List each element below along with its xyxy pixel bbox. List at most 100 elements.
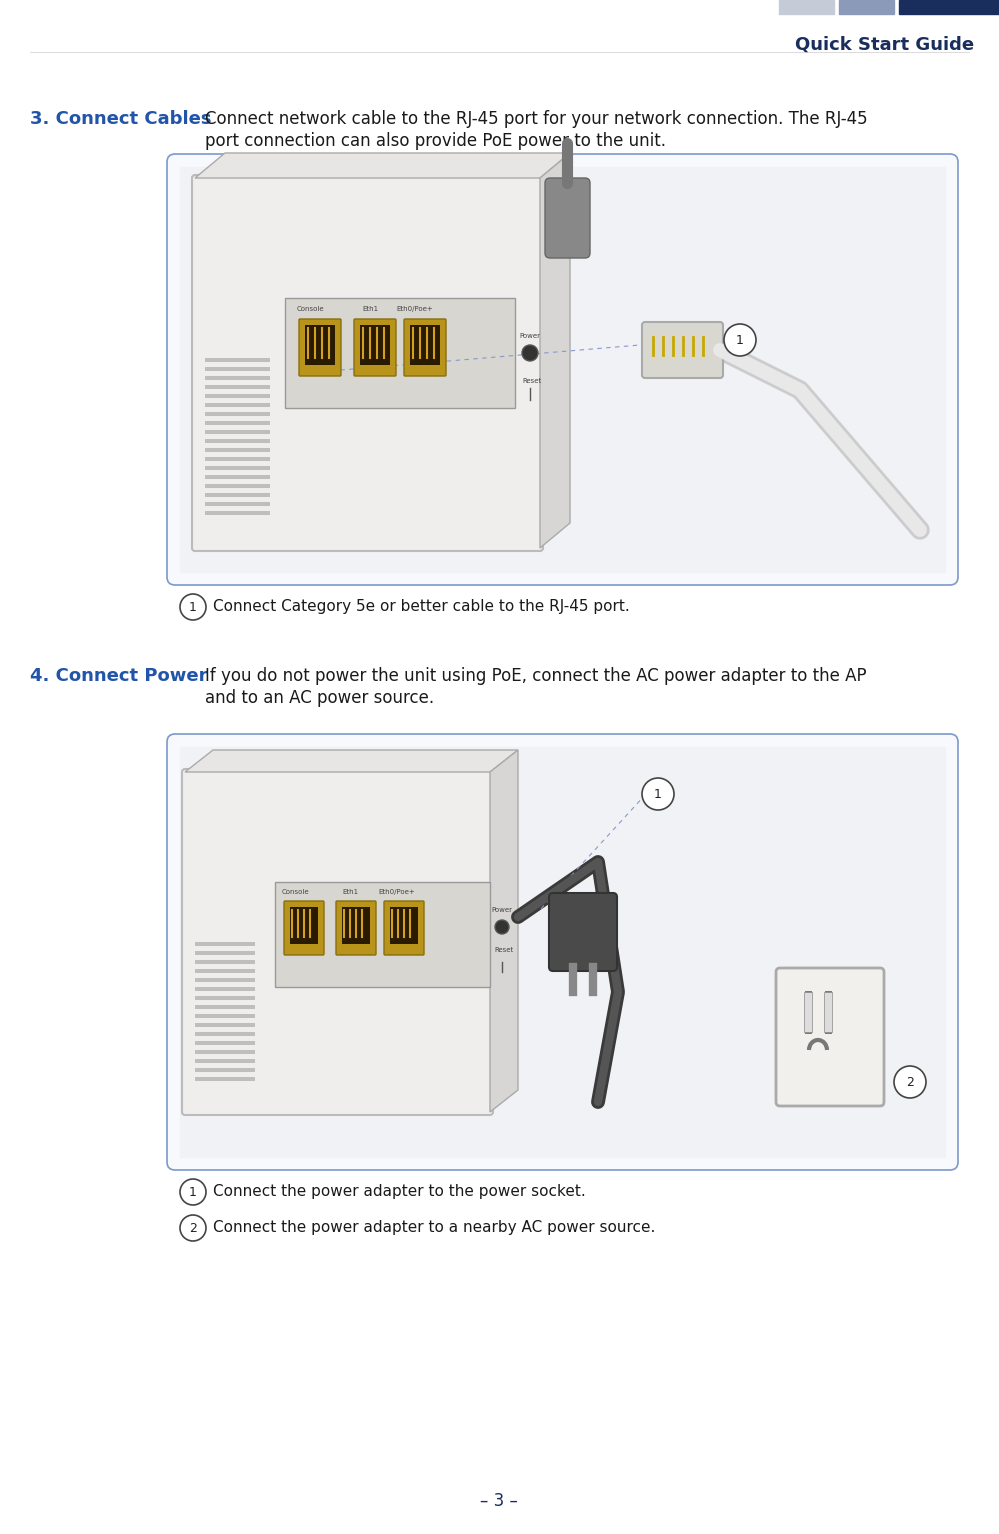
Bar — [360, 325, 390, 365]
Bar — [779, 0, 834, 14]
Polygon shape — [195, 153, 570, 178]
Bar — [205, 357, 270, 362]
Bar — [205, 439, 270, 443]
Bar — [195, 1005, 255, 1009]
Bar — [205, 492, 270, 497]
Text: Power: Power — [519, 333, 540, 339]
Bar — [195, 960, 255, 963]
Bar — [342, 907, 370, 943]
Text: 3. Connect Cables: 3. Connect Cables — [30, 110, 212, 127]
Bar — [205, 485, 270, 488]
Circle shape — [522, 345, 538, 360]
FancyBboxPatch shape — [299, 319, 341, 376]
Polygon shape — [540, 153, 570, 548]
Polygon shape — [185, 750, 518, 772]
Circle shape — [180, 594, 206, 620]
Text: 1: 1 — [189, 601, 197, 614]
Text: Eth0/Poe+: Eth0/Poe+ — [397, 305, 434, 311]
FancyBboxPatch shape — [284, 900, 324, 956]
Bar — [205, 511, 270, 515]
Bar — [390, 907, 418, 943]
Bar — [410, 325, 440, 365]
Bar — [195, 996, 255, 1000]
Circle shape — [495, 920, 509, 934]
Text: Reset: Reset — [495, 946, 513, 953]
Bar — [205, 430, 270, 434]
Bar — [804, 992, 812, 1032]
Circle shape — [180, 1215, 206, 1241]
FancyBboxPatch shape — [384, 900, 424, 956]
Bar — [824, 992, 832, 1032]
FancyBboxPatch shape — [167, 153, 958, 584]
Bar — [195, 969, 255, 973]
Text: Console: Console — [281, 890, 309, 894]
Bar — [195, 951, 255, 956]
Bar — [290, 907, 318, 943]
Text: port connection can also provide PoE power to the unit.: port connection can also provide PoE pow… — [205, 132, 666, 150]
Bar — [839, 0, 894, 14]
Bar — [899, 0, 999, 14]
Bar — [205, 476, 270, 479]
Bar — [195, 1023, 255, 1026]
Text: 1: 1 — [736, 334, 744, 347]
Bar — [305, 325, 335, 365]
Bar — [195, 979, 255, 982]
Text: 2: 2 — [189, 1223, 197, 1235]
Text: 1: 1 — [189, 1186, 197, 1200]
Bar — [205, 394, 270, 397]
Bar — [195, 1049, 255, 1054]
Bar — [205, 420, 270, 425]
FancyBboxPatch shape — [549, 893, 617, 971]
Bar — [205, 466, 270, 469]
Bar — [195, 1042, 255, 1045]
FancyBboxPatch shape — [192, 175, 543, 551]
Bar — [195, 986, 255, 991]
Bar — [205, 385, 270, 390]
Text: Connect the power adapter to the power socket.: Connect the power adapter to the power s… — [213, 1184, 585, 1200]
Bar — [180, 747, 945, 1157]
Polygon shape — [490, 750, 518, 1112]
Bar — [205, 457, 270, 462]
FancyBboxPatch shape — [404, 319, 446, 376]
Circle shape — [724, 324, 756, 356]
Text: Quick Start Guide: Quick Start Guide — [795, 35, 974, 54]
FancyBboxPatch shape — [642, 322, 723, 377]
Bar — [205, 448, 270, 453]
Bar — [195, 1014, 255, 1019]
Text: Connect the power adapter to a nearby AC power source.: Connect the power adapter to a nearby AC… — [213, 1220, 655, 1235]
FancyBboxPatch shape — [354, 319, 396, 376]
Bar — [180, 167, 945, 572]
Text: If you do not power the unit using PoE, connect the AC power adapter to the AP: If you do not power the unit using PoE, … — [205, 667, 866, 686]
Text: Console: Console — [296, 305, 324, 311]
FancyBboxPatch shape — [182, 769, 493, 1115]
Bar — [205, 367, 270, 371]
Bar — [195, 1032, 255, 1035]
Circle shape — [180, 1180, 206, 1206]
FancyBboxPatch shape — [167, 733, 958, 1170]
Text: – 3 –: – 3 – — [481, 1493, 517, 1509]
Circle shape — [894, 1066, 926, 1098]
Bar — [195, 942, 255, 946]
Text: Connect network cable to the RJ-45 port for your network connection. The RJ-45: Connect network cable to the RJ-45 port … — [205, 110, 867, 127]
Text: Eth1: Eth1 — [342, 890, 358, 894]
Circle shape — [642, 778, 674, 810]
Text: Connect Category 5e or better cable to the RJ-45 port.: Connect Category 5e or better cable to t… — [213, 598, 629, 614]
FancyBboxPatch shape — [545, 178, 590, 258]
Text: 2: 2 — [906, 1075, 914, 1089]
Text: 1: 1 — [654, 788, 662, 801]
Text: Reset: Reset — [522, 377, 541, 384]
Bar — [195, 1068, 255, 1072]
Text: and to an AC power source.: and to an AC power source. — [205, 689, 435, 707]
Bar — [195, 1077, 255, 1081]
Bar — [205, 413, 270, 416]
Bar — [205, 502, 270, 506]
Bar — [275, 882, 490, 986]
Bar — [205, 376, 270, 380]
Bar — [195, 1058, 255, 1063]
Bar — [205, 403, 270, 407]
Bar — [285, 298, 515, 408]
Text: Eth1: Eth1 — [362, 305, 378, 311]
FancyBboxPatch shape — [776, 968, 884, 1106]
Text: Power: Power — [492, 907, 512, 913]
FancyBboxPatch shape — [336, 900, 376, 956]
